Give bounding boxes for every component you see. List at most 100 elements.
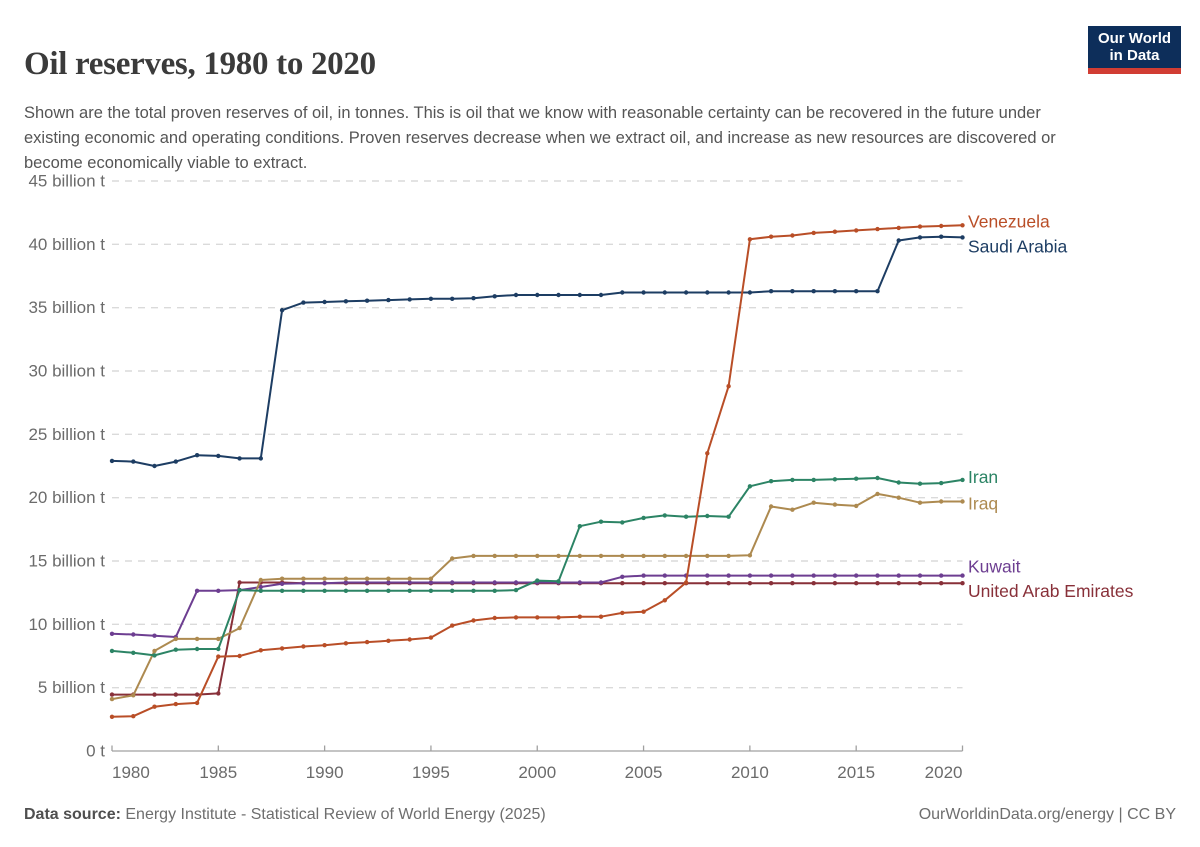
y-tick-label: 35 billion t	[28, 298, 105, 317]
data-point-iran	[917, 481, 923, 486]
data-point-united-arab-emirates	[854, 581, 859, 586]
data-point-kuwait	[131, 632, 136, 637]
data-point-united-arab-emirates	[620, 581, 625, 586]
data-point-united-arab-emirates	[790, 581, 795, 586]
data-point-iran	[343, 588, 349, 593]
data-point-iraq	[917, 500, 923, 505]
data-point-saudi-arabia	[237, 456, 242, 461]
data-point-venezuela	[258, 648, 263, 653]
data-point-kuwait	[322, 581, 327, 586]
data-point-united-arab-emirates	[237, 580, 242, 585]
data-point-kuwait	[450, 580, 455, 585]
data-point-iraq	[322, 576, 327, 581]
data-point-iran	[875, 475, 880, 481]
data-point-united-arab-emirates	[216, 691, 221, 696]
data-point-iran	[768, 479, 774, 484]
data-point-kuwait	[152, 633, 157, 638]
owid-logo[interactable]: Our World in Data	[1088, 26, 1181, 74]
data-point-saudi-arabia	[279, 308, 285, 313]
data-point-iran	[960, 477, 965, 483]
data-point-iran	[109, 648, 115, 654]
data-point-saudi-arabia	[301, 300, 306, 305]
data-point-iraq	[683, 553, 689, 559]
series-line-iraq	[111, 492, 963, 701]
data-point-iraq	[598, 553, 604, 559]
data-point-iraq	[343, 576, 349, 581]
series-label-united-arab-emirates: United Arab Emirates	[968, 581, 1134, 601]
data-point-kuwait	[471, 580, 476, 585]
data-point-saudi-arabia	[768, 289, 774, 294]
data-point-venezuela	[726, 384, 731, 389]
data-point-iraq	[832, 502, 838, 507]
data-point-united-arab-emirates	[917, 581, 923, 586]
data-point-venezuela	[811, 230, 816, 236]
data-point-kuwait	[428, 580, 434, 585]
data-point-venezuela	[662, 598, 667, 603]
data-point-iran	[683, 514, 689, 519]
data-point-saudi-arabia	[194, 453, 200, 458]
data-point-venezuela	[598, 614, 604, 619]
data-point-iraq	[726, 553, 731, 559]
data-point-iraq	[386, 576, 391, 581]
data-point-venezuela	[875, 226, 880, 232]
data-point-iraq	[577, 553, 582, 559]
data-point-saudi-arabia	[598, 292, 604, 298]
data-point-kuwait	[343, 580, 349, 585]
data-point-saudi-arabia	[832, 289, 838, 294]
data-point-venezuela	[322, 643, 327, 648]
data-point-venezuela	[301, 644, 306, 649]
page-title: Oil reserves, 1980 to 2020	[24, 46, 376, 83]
data-point-iraq	[960, 499, 965, 504]
x-tick-label: 2015	[837, 763, 875, 782]
credit-link[interactable]: OurWorldinData.org/energy | CC BY	[918, 806, 1176, 823]
data-point-iraq	[450, 556, 455, 561]
data-point-iran	[492, 588, 497, 593]
data-point-iran	[705, 513, 710, 519]
data-point-venezuela	[428, 635, 434, 640]
data-point-venezuela	[683, 580, 689, 585]
data-point-iraq	[109, 696, 115, 702]
data-point-saudi-arabia	[960, 235, 965, 240]
data-point-venezuela	[364, 639, 370, 645]
data-point-iran	[173, 647, 178, 652]
data-point-iraq	[407, 576, 412, 581]
data-point-iran	[258, 588, 263, 593]
data-point-united-arab-emirates	[109, 692, 115, 697]
data-point-kuwait	[279, 581, 285, 586]
data-point-iran	[577, 524, 582, 529]
data-point-iraq	[620, 553, 625, 559]
data-point-iraq	[556, 553, 561, 559]
data-point-kuwait	[258, 584, 263, 590]
data-point-saudi-arabia	[705, 290, 710, 295]
data-point-iraq	[939, 499, 944, 504]
data-point-iran	[279, 588, 285, 593]
data-point-venezuela	[535, 615, 540, 620]
data-point-iran	[535, 578, 540, 583]
data-point-iraq	[641, 553, 646, 559]
y-tick-label: 15 billion t	[28, 552, 105, 571]
data-point-iraq	[705, 553, 710, 559]
data-point-kuwait	[705, 573, 710, 578]
data-point-saudi-arabia	[854, 289, 859, 294]
data-point-iran	[832, 477, 838, 482]
data-source-value: Energy Institute - Statistical Review of…	[120, 806, 546, 823]
y-tick-label: 45 billion t	[28, 172, 105, 191]
data-point-venezuela	[917, 224, 923, 229]
data-point-iraq	[173, 636, 178, 642]
data-point-iran	[471, 588, 476, 593]
data-point-iran	[747, 484, 753, 489]
y-tick-label: 30 billion t	[28, 362, 105, 381]
data-point-venezuela	[939, 223, 944, 229]
data-point-venezuela	[450, 623, 455, 628]
data-point-iraq	[811, 500, 816, 505]
data-point-saudi-arabia	[811, 289, 816, 294]
data-point-iraq	[364, 576, 370, 581]
y-tick-label: 25 billion t	[28, 425, 105, 444]
data-point-saudi-arabia	[535, 292, 540, 298]
data-point-venezuela	[492, 615, 497, 621]
data-point-united-arab-emirates	[641, 581, 646, 586]
data-point-kuwait	[875, 573, 880, 578]
data-point-venezuela	[705, 451, 710, 456]
owid-logo-line2: in Data	[1109, 47, 1160, 64]
